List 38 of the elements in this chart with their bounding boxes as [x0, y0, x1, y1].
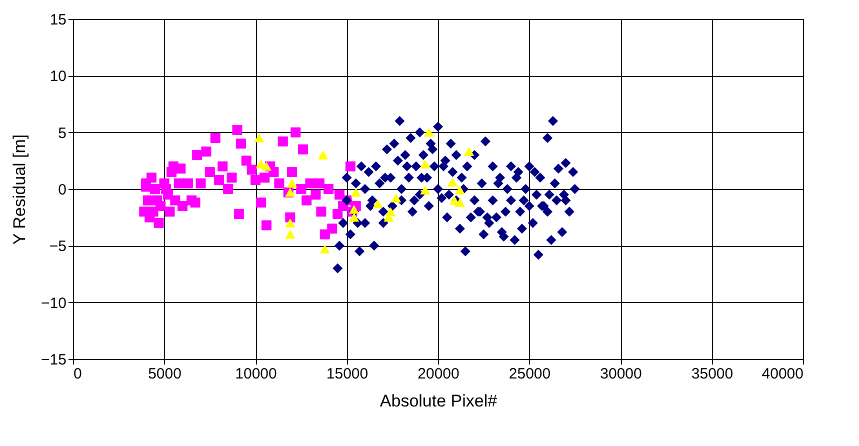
point: [256, 160, 266, 168]
point: [320, 244, 330, 254]
x-tick-label: 35000: [691, 366, 734, 382]
point: [285, 218, 296, 228]
point: [254, 134, 264, 142]
x-tick-label: 0: [74, 366, 82, 382]
point: [454, 186, 465, 194]
x-tick-label: 30000: [600, 366, 642, 382]
y-tick-label: −15: [41, 352, 66, 368]
point: [420, 186, 430, 194]
point: [448, 178, 458, 187]
point: [420, 160, 430, 168]
y-tick-label: 0: [58, 182, 66, 198]
point: [261, 162, 272, 171]
y-tick-label: 5: [58, 124, 66, 142]
point: [349, 205, 360, 214]
point: [287, 178, 297, 188]
x-tick-label: 40000: [762, 366, 804, 382]
x-tick-label: 25000: [508, 366, 551, 382]
point: [424, 128, 434, 137]
y-tick-label: −5: [49, 238, 66, 256]
point: [318, 150, 328, 160]
x-axis-title: Absolute Pixel#: [380, 392, 498, 410]
x-tick-label: 15000: [326, 366, 368, 382]
point: [372, 199, 383, 208]
x-tick-label: 5000: [148, 366, 182, 382]
y-tick-label: −10: [41, 294, 66, 312]
point: [285, 230, 296, 239]
point: [391, 194, 402, 202]
y-axis-title: Y Residual [m]: [10, 134, 30, 245]
point: [464, 147, 474, 156]
x-tick-label: 10000: [235, 366, 277, 382]
y-tick-label: 15: [50, 12, 66, 28]
y-tick-label: 10: [50, 68, 66, 86]
point: [349, 212, 360, 222]
x-tick-label: 20000: [418, 366, 460, 382]
point: [454, 198, 465, 207]
point: [350, 188, 361, 197]
